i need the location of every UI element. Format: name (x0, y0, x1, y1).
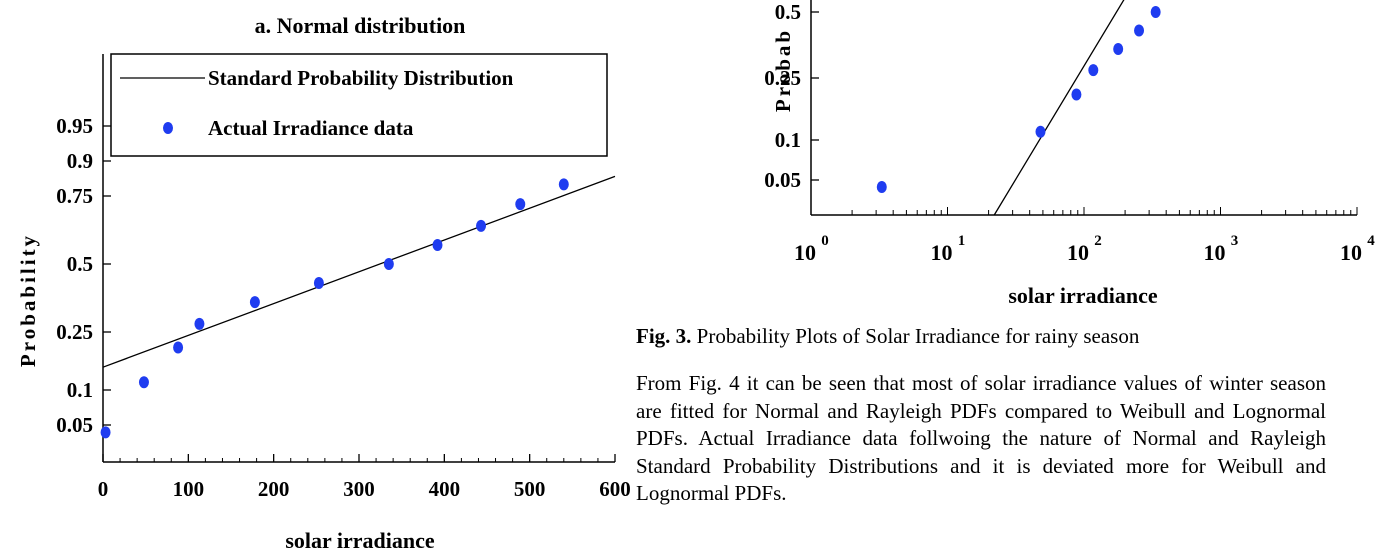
y-tick-label: 0.1 (775, 128, 801, 152)
tick-labels: 0 100 200 300 400 500 600 0.05 0.1 0.25 0.5 0.75 0.9… (56, 114, 631, 501)
x-tick-label: 10 (931, 240, 953, 265)
data-point (249, 296, 260, 309)
tick-labels: 10 0 10 1 10 2 10 3 10 4 0.05 0.1 0.25 0.5 (764, 0, 1375, 265)
data-point (100, 426, 111, 439)
data-point (1113, 42, 1124, 55)
x-tick-exponent: 4 (1367, 233, 1375, 249)
y-tick-label: 0.1 (67, 378, 93, 402)
fit-line (993, 0, 1125, 216)
data-point (1035, 125, 1046, 138)
data-point (313, 277, 324, 290)
normal-probability-plot: a. Normal distribution Probability solar… (16, 13, 631, 553)
data-point (1134, 24, 1145, 37)
y-tick-label: 0.5 (67, 252, 93, 276)
x-axis-label: solar irradiance (285, 528, 435, 553)
x-tick-label: 100 (173, 477, 205, 501)
log-probability-plot: Probab solar irradiance 10 0 10 1 10 2 10 3 10 4 0… (764, 0, 1375, 308)
caption-text: Probability Plots of Solar Irradiance fo… (691, 324, 1140, 348)
data-point (876, 181, 887, 193)
legend-label-points: Actual Irradiance data (208, 116, 414, 140)
x-tick-exponent: 0 (821, 233, 829, 249)
body-paragraph: From Fig. 4 it can be seen that most of … (636, 371, 1326, 505)
legend: Standard Probability Distribution Actual… (110, 53, 608, 157)
x-tick-label: 10 (794, 240, 816, 265)
data-point (194, 317, 205, 330)
x-tick-label: 0 (98, 477, 109, 501)
x-axis-label: solar irradiance (1008, 283, 1158, 308)
y-tick-label: 0.05 (56, 413, 93, 437)
chart-title: a. Normal distribution (255, 13, 466, 38)
y-tick-label: 0.75 (56, 184, 93, 208)
plot-marks (100, 175, 616, 439)
data-point (476, 219, 487, 232)
y-tick-label: 0.5 (775, 0, 801, 24)
x-tick-exponent: 3 (1231, 233, 1239, 249)
x-tick-label: 200 (258, 477, 290, 501)
y-axis-label: Probab (771, 28, 795, 112)
data-point (432, 238, 443, 251)
x-tick-exponent: 2 (1094, 233, 1102, 249)
x-tick-label: 10 (1340, 240, 1362, 265)
plot-marks (876, 0, 1161, 216)
y-tick-label: 0.25 (764, 66, 801, 90)
caption-label: Fig. 3. (636, 324, 692, 348)
x-tick-label: 600 (599, 477, 631, 501)
y-tick-label: 0.95 (56, 114, 93, 138)
x-tick-exponent: 1 (958, 233, 966, 249)
legend-box (110, 53, 608, 157)
data-point (1150, 6, 1161, 18)
y-tick-label: 0.9 (67, 149, 93, 173)
data-point (138, 376, 149, 389)
plot-axes (102, 54, 616, 463)
x-tick-label: 10 (1067, 240, 1089, 265)
y-axis-label: Probability (16, 233, 40, 367)
data-point (173, 341, 184, 354)
legend-point-swatch (163, 122, 173, 134)
data-point (558, 178, 569, 191)
figure-caption: Fig. 3. Probability Plots of Solar Irrad… (636, 323, 1356, 349)
x-tick-label: 300 (343, 477, 375, 501)
x-tick-label: 500 (514, 477, 546, 501)
data-point (1071, 88, 1082, 101)
fit-line (102, 175, 616, 368)
data-point (383, 258, 394, 270)
x-tick-label: 10 (1204, 240, 1226, 265)
plot-axes (810, 0, 1358, 216)
x-tick-label: 400 (429, 477, 461, 501)
data-point (515, 198, 526, 211)
legend-label-line: Standard Probability Distribution (208, 66, 514, 90)
data-point (1088, 64, 1099, 77)
y-tick-label: 0.05 (764, 168, 801, 192)
y-tick-label: 0.25 (56, 320, 93, 344)
